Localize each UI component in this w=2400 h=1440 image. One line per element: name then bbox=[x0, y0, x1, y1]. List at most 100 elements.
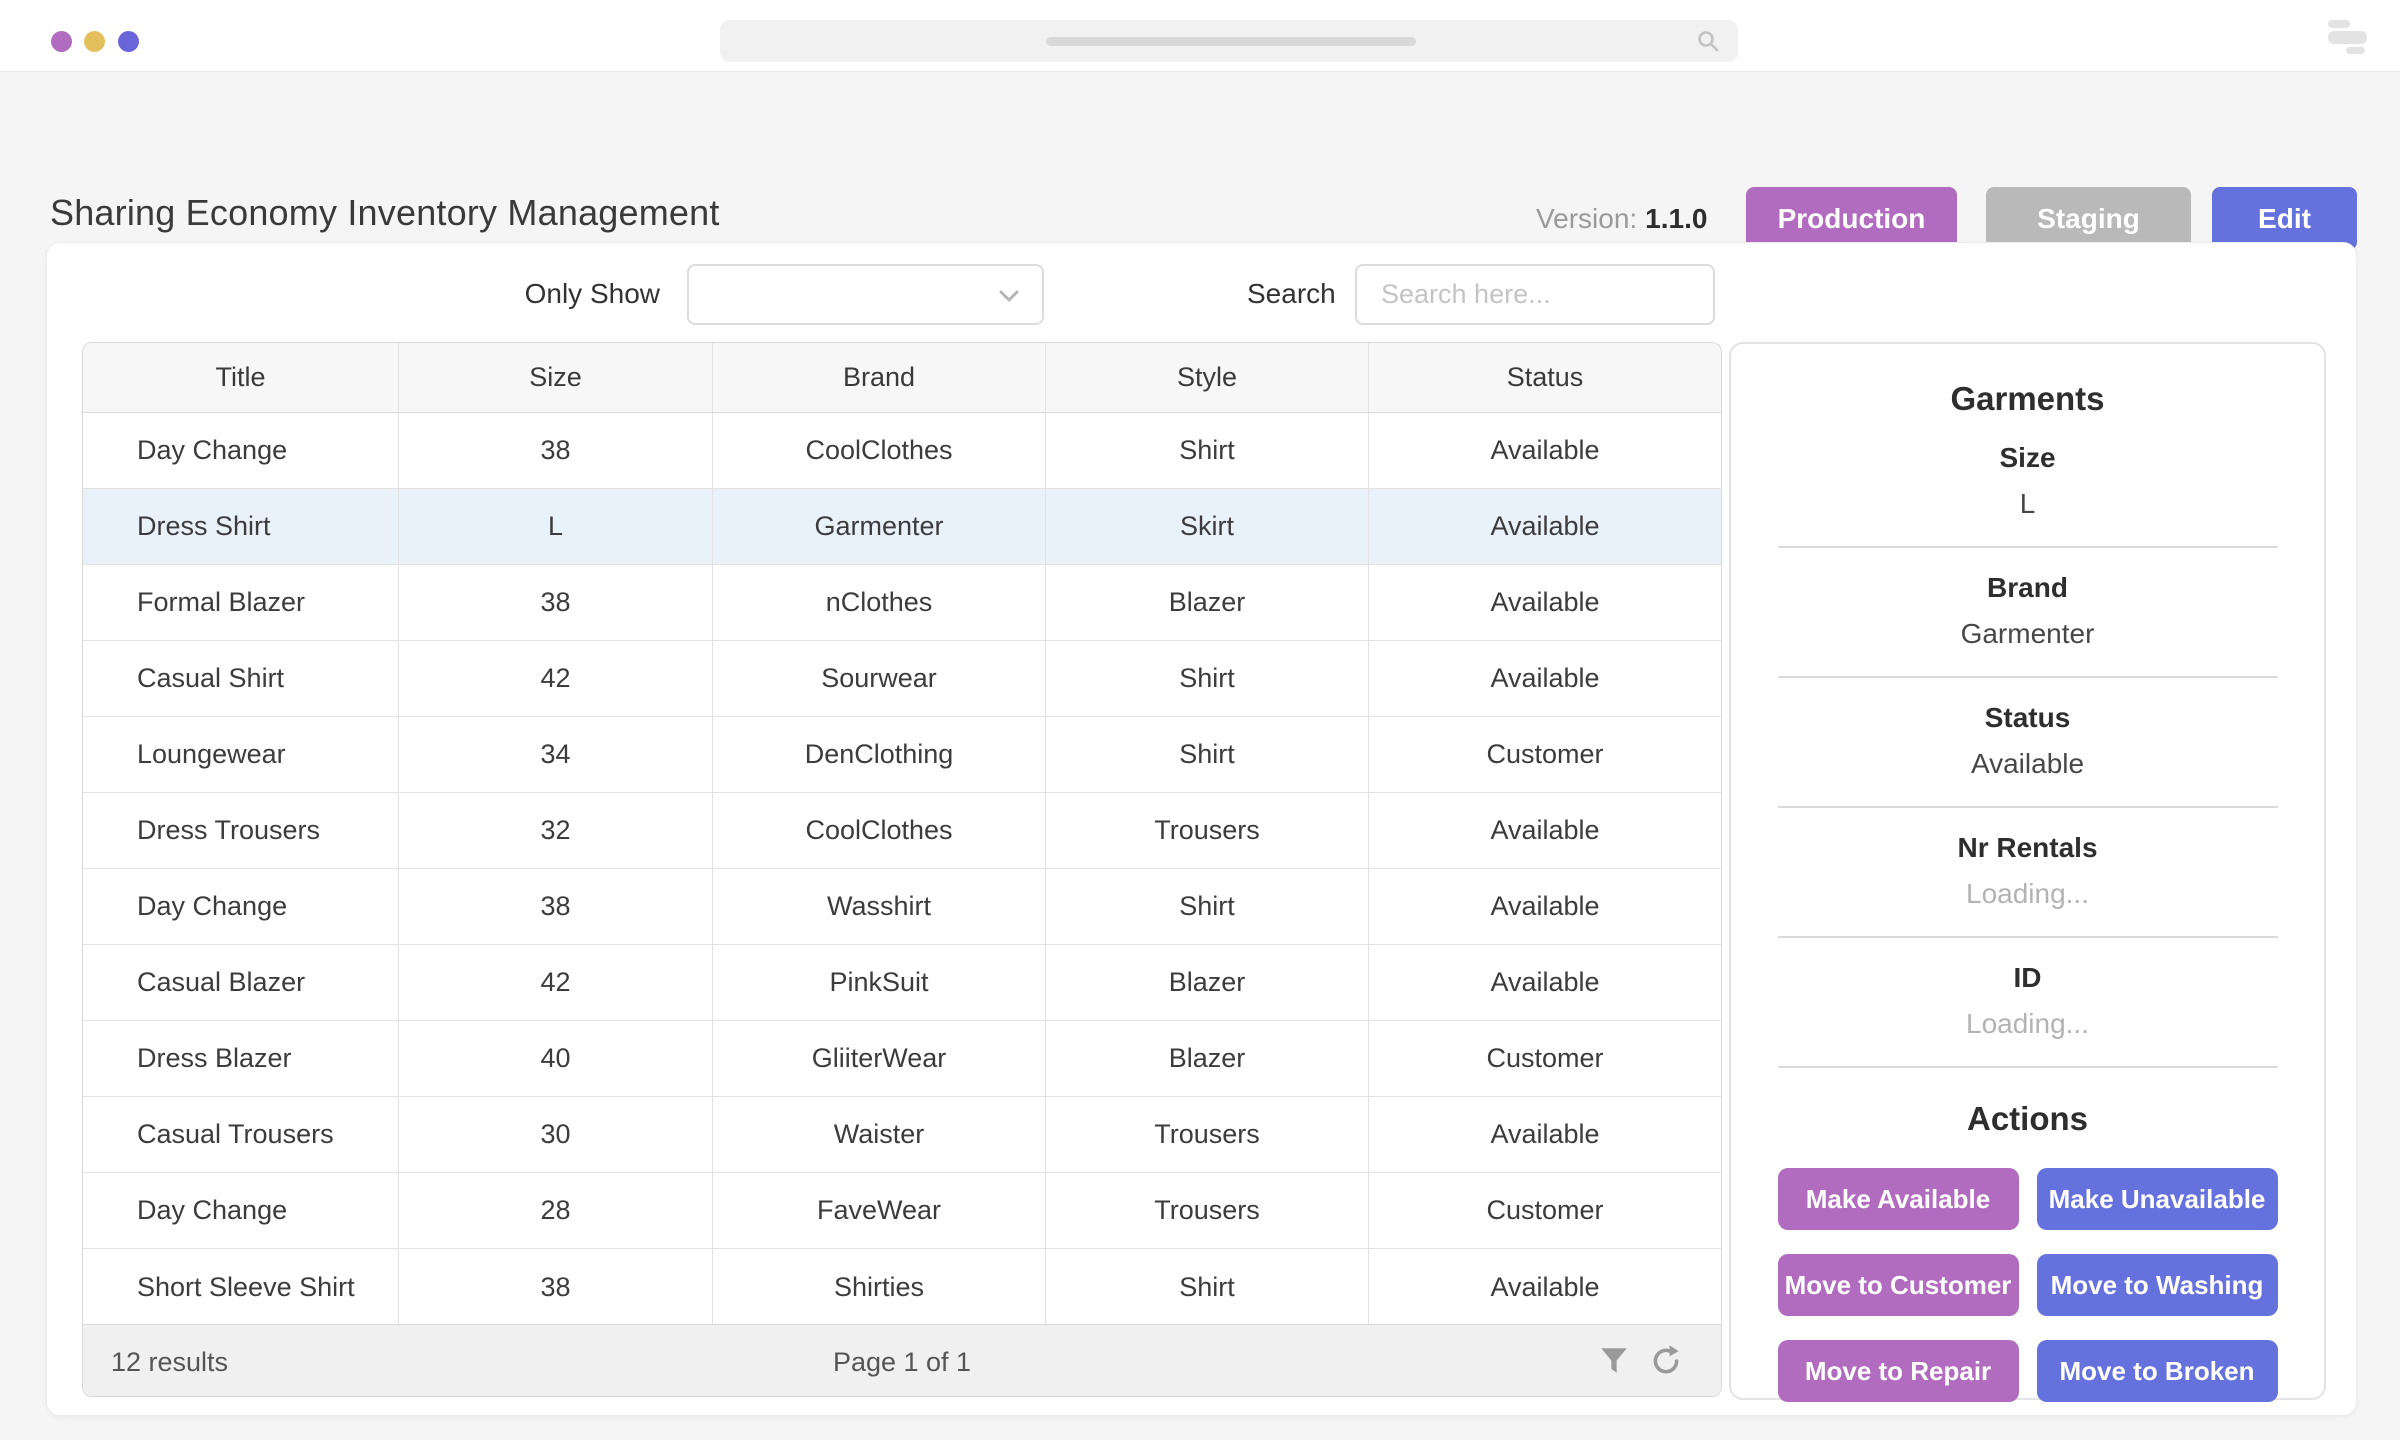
cell-brand: Waister bbox=[713, 1097, 1046, 1172]
garment-detail-panel: Garments Size L Brand Garmenter Status Availa… bbox=[1729, 342, 2326, 1402]
production-button[interactable]: Production bbox=[1746, 187, 1957, 250]
cell-brand: CoolClothes bbox=[713, 793, 1046, 868]
cell-brand: Wasshirt bbox=[713, 869, 1046, 944]
cell-style: Blazer bbox=[1046, 945, 1369, 1020]
cell-style: Trousers bbox=[1046, 1097, 1369, 1172]
cell-size: 42 bbox=[399, 945, 713, 1020]
cell-title: Day Change bbox=[83, 869, 399, 944]
table-row[interactable]: Day Change 28 FaveWear Trousers Customer bbox=[83, 1173, 1721, 1249]
cell-title: Dress Shirt bbox=[83, 489, 399, 564]
cell-title: Casual Shirt bbox=[83, 641, 399, 716]
table-header-row: Title Size Brand Style Status bbox=[83, 343, 1721, 413]
window-minimize-dot[interactable] bbox=[84, 31, 105, 52]
cell-brand: Garmenter bbox=[713, 489, 1046, 564]
cell-size: 34 bbox=[399, 717, 713, 792]
refresh-icon[interactable] bbox=[1649, 1344, 1683, 1378]
browser-menu-icon[interactable] bbox=[2328, 20, 2350, 28]
cell-status: Available bbox=[1490, 1271, 1600, 1302]
table-row[interactable]: Dress Shirt L Garmenter Skirt Available bbox=[83, 489, 1721, 565]
panel-fields: Size L Brand Garmenter Status Available Nr Ren… bbox=[1731, 442, 2324, 1068]
cell-status: Customer bbox=[1486, 739, 1604, 769]
table-row[interactable]: Formal Blazer 38 nClothes Blazer Available bbox=[83, 565, 1721, 641]
cell-title: Casual Blazer bbox=[83, 945, 399, 1020]
cell-style: Shirt bbox=[1046, 717, 1369, 792]
field-value-nr-rentals: Loading... bbox=[1966, 878, 2089, 909]
make-unavailable-button[interactable]: Make Unavailable bbox=[2036, 1168, 2278, 1230]
table-row[interactable]: Day Change 38 CoolClothes Shirt Available bbox=[83, 413, 1721, 489]
cell-style: Blazer bbox=[1046, 565, 1369, 640]
field-label-size: Size bbox=[1999, 442, 2056, 473]
cell-title: Casual Trousers bbox=[83, 1097, 399, 1172]
browser-menu-icon bbox=[2328, 31, 2367, 44]
field-label-nr-rentals: Nr Rentals bbox=[1957, 832, 2098, 863]
chevron-down-icon bbox=[999, 290, 1019, 302]
table-row[interactable]: Loungewear 34 DenClothing Shirt Customer bbox=[83, 717, 1721, 793]
cell-title: Day Change bbox=[83, 1173, 399, 1248]
divider bbox=[1777, 676, 2278, 678]
divider bbox=[1777, 936, 2278, 938]
table-row[interactable]: Short Sleeve Shirt 38 Shirties Shirt Availab… bbox=[83, 1249, 1721, 1325]
cell-status: Available bbox=[1490, 1119, 1600, 1149]
cell-status: Available bbox=[1490, 587, 1600, 617]
filter-icon[interactable] bbox=[1597, 1344, 1631, 1378]
staging-button[interactable]: Staging bbox=[1986, 187, 2191, 250]
version-info: Version: 1.1.0 bbox=[1536, 203, 1707, 235]
column-header-style: Style bbox=[1046, 343, 1369, 412]
cell-brand: CoolClothes bbox=[713, 413, 1046, 488]
cell-title: Dress Trousers bbox=[83, 793, 399, 868]
cell-brand: nClothes bbox=[713, 565, 1046, 640]
cell-title: Dress Blazer bbox=[83, 1021, 399, 1096]
search-label: Search bbox=[1247, 278, 1336, 309]
edit-button[interactable]: Edit bbox=[2212, 187, 2357, 250]
actions-title: Actions bbox=[1966, 1100, 2088, 1137]
cell-brand: FaveWear bbox=[713, 1173, 1046, 1248]
table-row[interactable]: Dress Blazer 40 GliiterWear Blazer Customer bbox=[83, 1021, 1721, 1097]
cell-style: Shirt bbox=[1046, 413, 1369, 488]
move-to-customer-button[interactable]: Move to Customer bbox=[1777, 1254, 2019, 1316]
version-label: Version: bbox=[1536, 203, 1638, 234]
table-row[interactable]: Casual Blazer 42 PinkSuit Blazer Available bbox=[83, 945, 1721, 1021]
only-show-label: Only Show bbox=[524, 278, 660, 309]
cell-status: Available bbox=[1490, 511, 1600, 541]
move-to-washing-button[interactable]: Move to Washing bbox=[2036, 1254, 2278, 1316]
cell-size: 42 bbox=[399, 641, 713, 716]
column-header-title: Title bbox=[83, 343, 399, 412]
cell-size: 38 bbox=[399, 413, 713, 488]
cell-size: 38 bbox=[399, 869, 713, 944]
make-available-button[interactable]: Make Available bbox=[1777, 1168, 2019, 1230]
cell-status: Available bbox=[1490, 815, 1600, 845]
column-header-brand: Brand bbox=[713, 343, 1046, 412]
window-close-dot[interactable] bbox=[51, 31, 72, 52]
cell-status: Available bbox=[1490, 967, 1600, 997]
panel-title: Garments bbox=[1950, 380, 2105, 417]
table-row[interactable]: Dress Trousers 32 CoolClothes Trousers Avail… bbox=[83, 793, 1721, 869]
address-bar[interactable] bbox=[720, 20, 1738, 62]
actions-grid: Make Available Make Unavailable Move to Cu… bbox=[1777, 1168, 2278, 1402]
field-value-status: Available bbox=[1970, 748, 2085, 779]
cell-size: 30 bbox=[399, 1097, 713, 1172]
search-icon[interactable] bbox=[1696, 29, 1720, 53]
divider bbox=[1777, 1066, 2278, 1068]
cell-brand: PinkSuit bbox=[713, 945, 1046, 1020]
table-row[interactable]: Casual Trousers 30 Waister Trousers Availabl… bbox=[83, 1097, 1721, 1173]
cell-status: Available bbox=[1490, 891, 1600, 921]
only-show-dropdown[interactable] bbox=[687, 264, 1044, 325]
move-to-broken-button[interactable]: Move to Broken bbox=[2036, 1340, 2278, 1402]
search-input[interactable] bbox=[1355, 264, 1715, 325]
cell-size: 38 bbox=[399, 1249, 713, 1325]
table-row[interactable]: Casual Shirt 42 Sourwear Shirt Available bbox=[83, 641, 1721, 717]
page-title: Sharing Economy Inventory Management bbox=[50, 192, 720, 233]
cell-status: Customer bbox=[1486, 1195, 1604, 1225]
column-header-status: Status bbox=[1506, 362, 1584, 392]
cell-style: Blazer bbox=[1046, 1021, 1369, 1096]
divider bbox=[1777, 806, 2278, 808]
window-maximize-dot[interactable] bbox=[118, 31, 139, 52]
move-to-repair-button[interactable]: Move to Repair bbox=[1777, 1340, 2019, 1402]
cell-size: 38 bbox=[399, 565, 713, 640]
browser-menu-icon bbox=[2346, 47, 2365, 54]
table-row[interactable]: Day Change 38 Wasshirt Shirt Available bbox=[83, 869, 1721, 945]
cell-brand: Sourwear bbox=[713, 641, 1046, 716]
cell-style: Shirt bbox=[1046, 869, 1369, 944]
